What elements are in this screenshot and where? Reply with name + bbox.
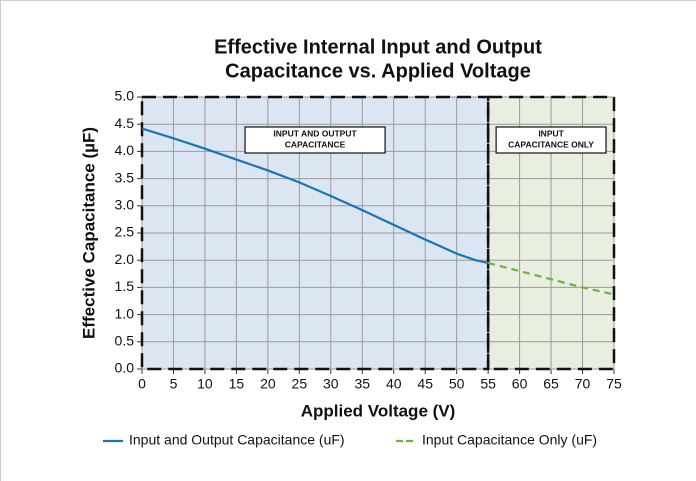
x-tick-label: 65 — [543, 376, 559, 392]
y-tick-label: 1.5 — [115, 278, 135, 294]
x-tick-label: 10 — [197, 376, 213, 392]
x-tick-label: 25 — [292, 376, 308, 392]
y-tick-label: 4.0 — [115, 142, 135, 158]
annotation-box — [495, 126, 607, 154]
annotation: INPUT — [538, 128, 564, 138]
x-tick-label: 20 — [260, 376, 276, 392]
y-tick-label: 3.5 — [115, 169, 135, 185]
legend-label: Input Capacitance Only (uF) — [422, 432, 597, 448]
x-tick-label: 40 — [386, 376, 402, 392]
x-tick-label: 60 — [512, 376, 528, 392]
x-tick-label: 35 — [354, 376, 370, 392]
annotation: INPUT AND OUTPUT — [273, 128, 357, 138]
chart-title: Capacitance vs. Applied Voltage — [225, 60, 531, 82]
annotation-box — [244, 126, 386, 154]
annotation: CAPACITANCE — [285, 139, 346, 149]
x-tick-label: 30 — [323, 376, 339, 392]
y-tick-label: 5.0 — [115, 88, 135, 104]
y-tick-label: 3.0 — [115, 197, 135, 213]
region-border — [486, 95, 616, 371]
legend-label: Input and Output Capacitance (uF) — [129, 432, 345, 448]
y-tick-label: 2.0 — [115, 251, 135, 267]
x-tick-label: 55 — [480, 376, 496, 392]
series-line — [141, 127, 489, 264]
y-axis-label: Effective Capacitance (µF) — [79, 127, 98, 339]
x-tick-label: 15 — [229, 376, 245, 392]
x-tick-label: 0 — [138, 376, 146, 392]
y-tick-label: 0.0 — [115, 360, 135, 376]
x-tick-label: 70 — [575, 376, 591, 392]
y-tick-label: 1.0 — [115, 305, 135, 321]
region-border — [140, 95, 490, 371]
x-tick-label: 45 — [417, 376, 433, 392]
x-tick-label: 75 — [606, 376, 622, 392]
annotation: CAPACITANCE ONLY — [508, 139, 594, 149]
y-tick-label: 2.5 — [115, 224, 135, 240]
x-axis-label: Applied Voltage (V) — [301, 401, 456, 420]
y-tick-label: 4.5 — [115, 115, 135, 131]
x-tick-label: 50 — [449, 376, 465, 392]
x-tick-label: 5 — [170, 376, 178, 392]
y-tick-label: 0.5 — [115, 333, 135, 349]
series-line — [487, 261, 615, 296]
chart-title: Effective Internal Input and Output — [214, 36, 542, 58]
